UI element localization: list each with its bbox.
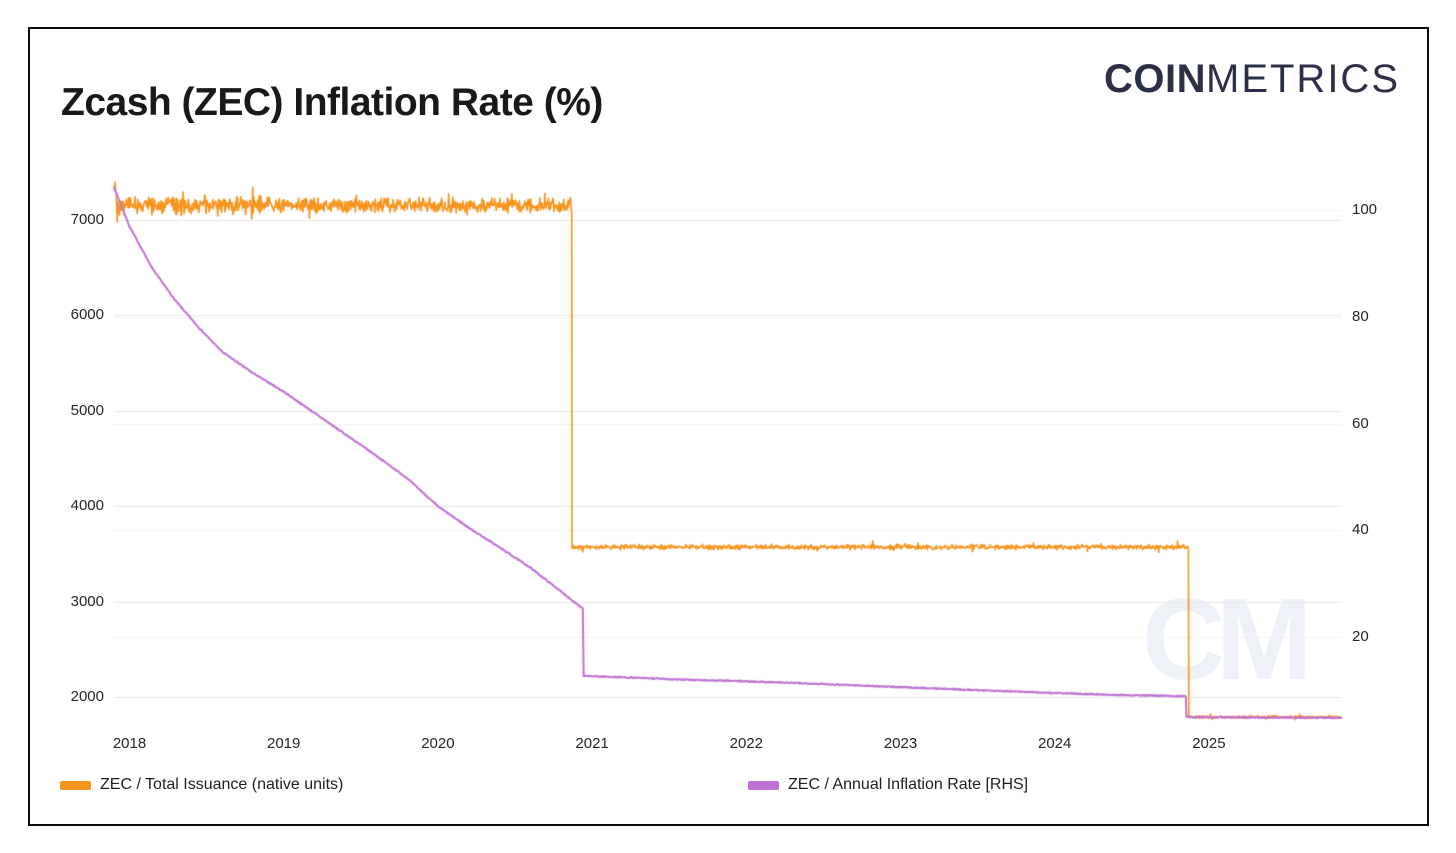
right-axis-tick-label: 20 <box>1352 628 1369 646</box>
legend-label-inflation: ZEC / Annual Inflation Rate [RHS] <box>788 776 1029 793</box>
left-axis-tick-label: 5000 <box>70 401 104 419</box>
left-axis-tick-label: 2000 <box>70 688 104 705</box>
left-axis-tick-label: 3000 <box>70 592 104 610</box>
x-axis-tick-label: 2020 <box>421 735 455 752</box>
legend-item-inflation: ZEC / Annual Inflation Rate [RHS] <box>748 776 1028 794</box>
right-axis-tick-label: 100 <box>1352 201 1378 219</box>
right-axis-tick-label: 80 <box>1352 308 1369 326</box>
chart-card: CM Zcash (ZEC) Inflation Rate (%) COINME… <box>28 27 1429 826</box>
legend-label-issuance: ZEC / Total Issuance (native units) <box>100 776 344 793</box>
x-axis-tick-label: 2018 <box>112 735 147 752</box>
left-axis: 7000 6000 5000 4000 3000 2000 <box>30 29 1427 824</box>
chart-canvas <box>30 29 1427 824</box>
inflation-swatch-icon <box>748 780 779 790</box>
right-axis-tick-label: 40 <box>1352 521 1369 539</box>
left-axis-tick-label: 6000 <box>70 306 104 324</box>
x-axis-tick-label: 2025 <box>1192 735 1226 752</box>
x-axis-tick-label: 2021 <box>575 735 609 752</box>
right-axis: 100 80 60 40 20 <box>30 29 1427 824</box>
x-axis-tick-label: 2022 <box>729 735 763 752</box>
x-axis: 2018 2019 2020 2021 2022 2023 2024 2025 <box>30 29 1427 824</box>
left-axis-tick-label: 4000 <box>70 497 104 515</box>
left-axis-tick-label: 7000 <box>70 210 104 228</box>
x-axis-tick-label: 2019 <box>267 735 301 752</box>
right-axis-tick-label: 60 <box>1352 414 1369 432</box>
issuance-swatch-icon <box>60 780 91 790</box>
x-axis-tick-label: 2023 <box>883 735 918 752</box>
x-axis-tick-label: 2024 <box>1038 735 1072 752</box>
legend-item-issuance: ZEC / Total Issuance (native units) <box>60 776 343 794</box>
